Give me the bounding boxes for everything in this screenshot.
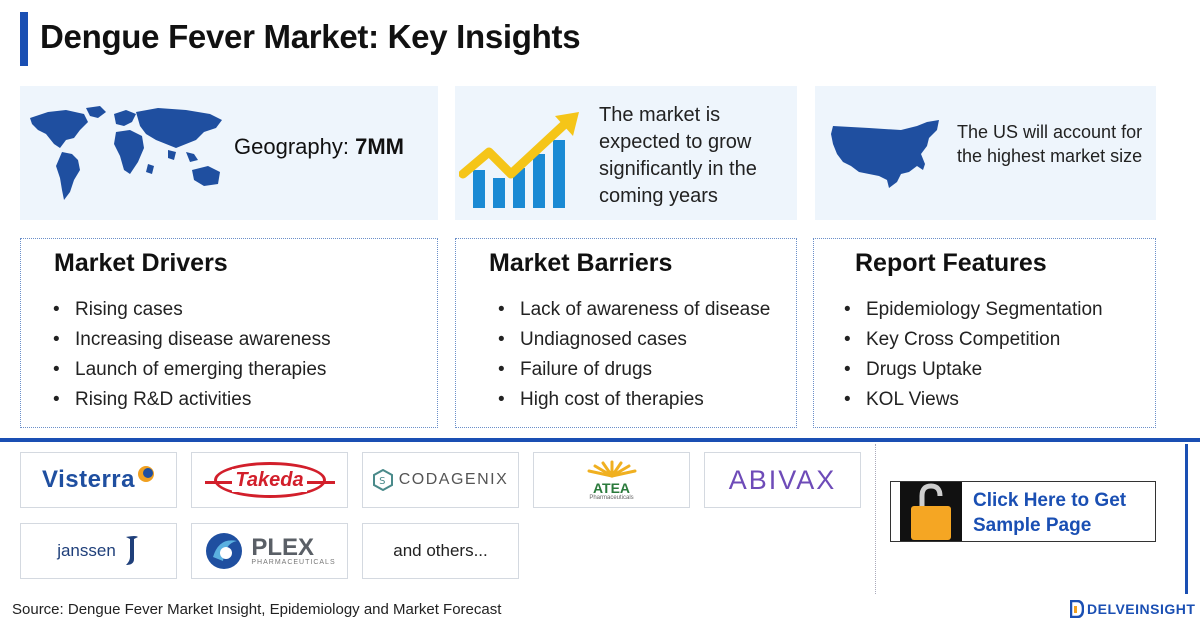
- abivax-logo-text: ABIVAX: [728, 464, 837, 495]
- abivax-logo: ABIVAX: [704, 452, 861, 508]
- market-drivers-title: Market Drivers: [54, 249, 228, 277]
- visterra-swirl-icon: [137, 466, 154, 482]
- list-item: Epidemiology Segmentation: [842, 295, 1103, 325]
- atea-logo: ATEA Pharmaceuticals: [533, 452, 690, 508]
- janssen-logo-group: janssen: [57, 535, 140, 567]
- geography-text: Geography: 7MM: [234, 134, 404, 160]
- janssen-logo-text: janssen: [57, 541, 116, 560]
- market-barriers-title: Market Barriers: [489, 249, 673, 277]
- geography-value: 7MM: [355, 134, 404, 159]
- title-accent-bar: [20, 12, 28, 66]
- list-item: Lack of awareness of disease: [496, 295, 770, 325]
- growth-card: The market is expected to grow significa…: [455, 86, 797, 220]
- report-features-list: Epidemiology Segmentation Key Cross Comp…: [842, 295, 1103, 415]
- section-divider: [0, 438, 1200, 442]
- report-features-box: Report Features Epidemiology Segmentatio…: [813, 238, 1156, 428]
- geography-card: Geography: 7MM: [20, 86, 438, 220]
- sample-page-label[interactable]: Click Here to Get Sample Page: [973, 490, 1127, 536]
- growth-chart-icon: [459, 112, 579, 208]
- list-item: Undiagnosed cases: [496, 325, 770, 355]
- takeda-logo-text: Takeda: [232, 468, 307, 492]
- atea-sun-icon: [587, 460, 636, 477]
- plex-logo: PLEX PHARMACEUTICALS: [191, 523, 348, 579]
- right-accent-line: [1185, 444, 1188, 594]
- janssen-logo: janssen: [20, 523, 177, 579]
- codagenix-logo-group: S CODAGENIX: [372, 469, 509, 491]
- plex-logo-group: PLEX PHARMACEUTICALS: [203, 531, 335, 571]
- market-drivers-list: Rising cases Increasing disease awarenes…: [51, 295, 331, 415]
- plex-logo-subtext: PHARMACEUTICALS: [251, 558, 336, 566]
- takeda-logo: Takeda: [191, 452, 348, 508]
- source-text: Source: Dengue Fever Market Insight, Epi…: [12, 601, 502, 618]
- plex-swirl-icon: [206, 533, 243, 569]
- report-features-title: Report Features: [855, 249, 1047, 277]
- list-item: Drugs Uptake: [842, 355, 1103, 385]
- vertical-divider: [875, 444, 876, 594]
- delveinsight-logo-text: DELVEINSIGHT: [1087, 601, 1196, 617]
- market-barriers-list: Lack of awareness of disease Undiagnosed…: [496, 295, 770, 415]
- visterra-logo: Visterra: [20, 452, 177, 508]
- list-item: KOL Views: [842, 385, 1103, 415]
- us-text: The US will account for the highest mark…: [957, 122, 1143, 166]
- list-item: Key Cross Competition: [842, 325, 1103, 355]
- codagenix-logo: S CODAGENIX: [362, 452, 519, 508]
- svg-text:S: S: [379, 476, 387, 487]
- atea-logo-group: ATEA Pharmaceuticals: [577, 460, 647, 501]
- and-others-box: and others...: [362, 523, 519, 579]
- us-map-icon: [831, 120, 939, 188]
- codagenix-hex-icon: S: [372, 469, 393, 491]
- atea-logo-text: ATEA: [592, 479, 631, 496]
- market-drivers-box: Market Drivers Rising cases Increasing d…: [20, 238, 438, 428]
- unlock-icon: [911, 483, 951, 540]
- list-item: Increasing disease awareness: [51, 325, 331, 355]
- janssen-j-icon: [125, 536, 138, 565]
- list-item: High cost of therapies: [496, 385, 770, 415]
- geography-label: Geography:: [234, 134, 349, 159]
- plex-logo-text: PLEX: [251, 533, 315, 561]
- page-title: Dengue Fever Market: Key Insights: [40, 18, 581, 55]
- market-barriers-box: Market Barriers Lack of awareness of dis…: [455, 238, 797, 428]
- takeda-oval-icon: Takeda: [204, 462, 335, 498]
- atea-logo-subtext: Pharmaceuticals: [589, 494, 634, 501]
- delveinsight-d-icon: [1070, 600, 1084, 618]
- list-item: Rising cases: [51, 295, 331, 325]
- list-item: Rising R&D activities: [51, 385, 331, 415]
- list-item: Launch of emerging therapies: [51, 355, 331, 385]
- visterra-logo-text: Visterra: [42, 466, 135, 493]
- list-item: Failure of drugs: [496, 355, 770, 385]
- cta-lock-background: [900, 482, 962, 541]
- delveinsight-logo: DELVEINSIGHT: [1070, 600, 1195, 618]
- sample-page-button[interactable]: Click Here to Get Sample Page: [890, 481, 1156, 542]
- codagenix-logo-text: CODAGENIX: [398, 471, 509, 488]
- and-others-text: and others...: [393, 541, 488, 560]
- growth-text: The market is expected to grow significa…: [599, 104, 757, 207]
- us-card: The US will account for the highest mark…: [815, 86, 1156, 220]
- world-map-icon: [30, 106, 222, 200]
